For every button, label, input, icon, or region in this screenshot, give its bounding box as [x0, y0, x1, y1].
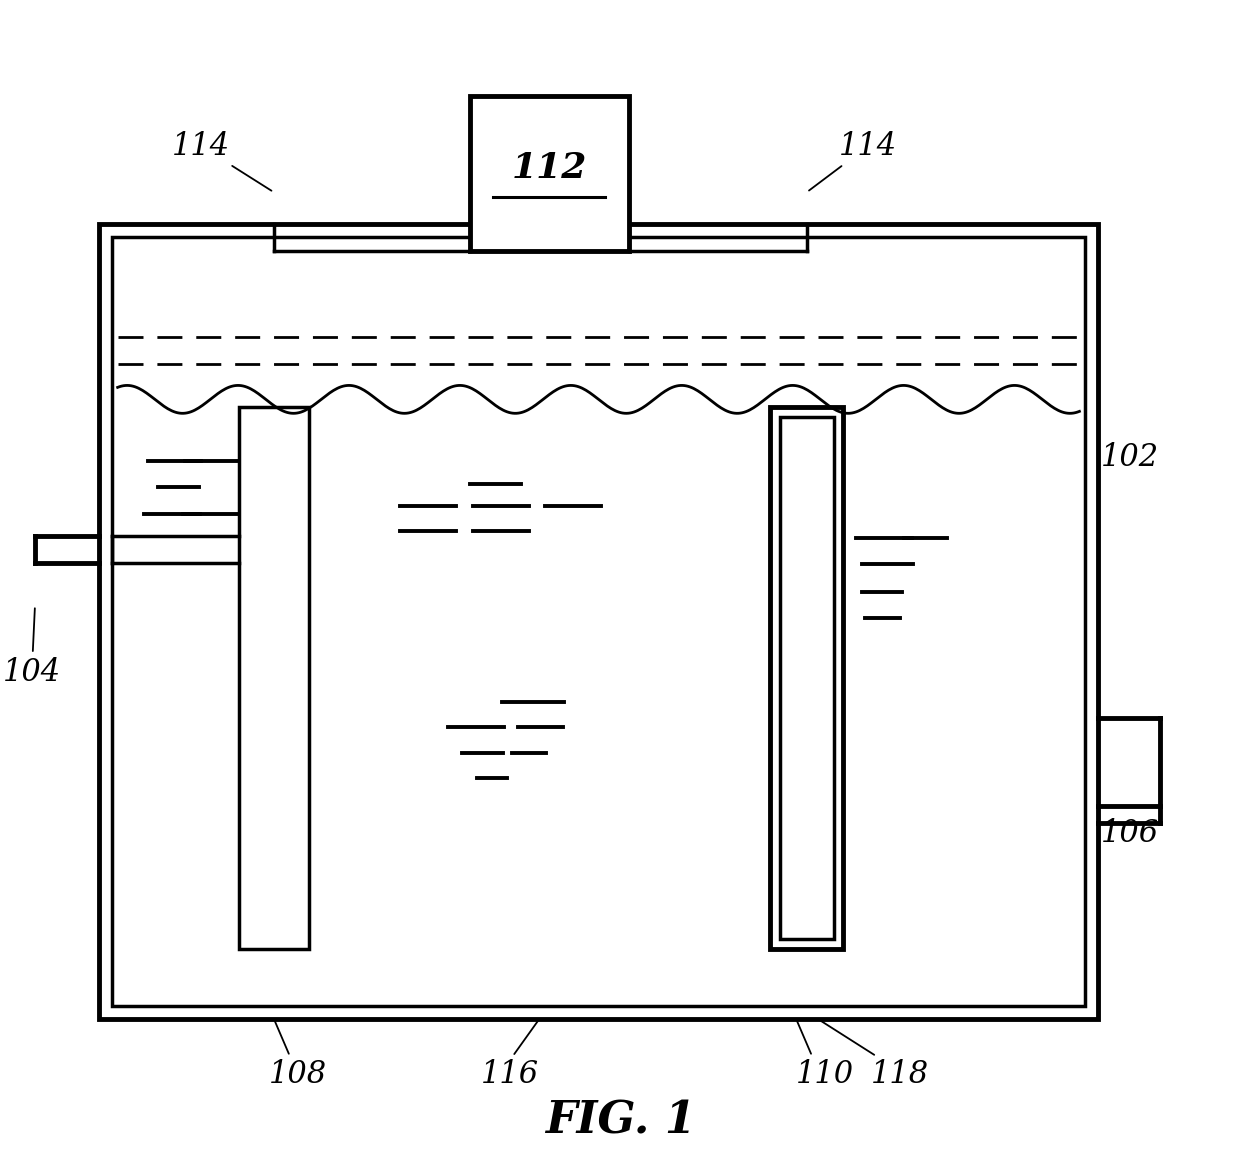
Text: 118: 118	[872, 1059, 929, 1090]
Text: 106: 106	[1101, 818, 1159, 849]
Bar	[780, 417, 833, 939]
Text: FIG. 1: FIG. 1	[544, 1099, 696, 1142]
Text: 108: 108	[268, 1059, 326, 1090]
Bar	[113, 237, 1085, 1006]
Bar	[770, 406, 843, 948]
Text: 110: 110	[796, 1059, 854, 1090]
Text: 104: 104	[2, 609, 61, 688]
Bar	[239, 406, 309, 948]
Text: 114: 114	[172, 131, 272, 190]
Text: 116: 116	[480, 1059, 538, 1090]
Bar	[99, 224, 1097, 1018]
Text: 114: 114	[808, 131, 897, 190]
Text: 112: 112	[511, 151, 587, 185]
Bar	[470, 96, 629, 251]
Text: 102: 102	[1101, 442, 1159, 473]
